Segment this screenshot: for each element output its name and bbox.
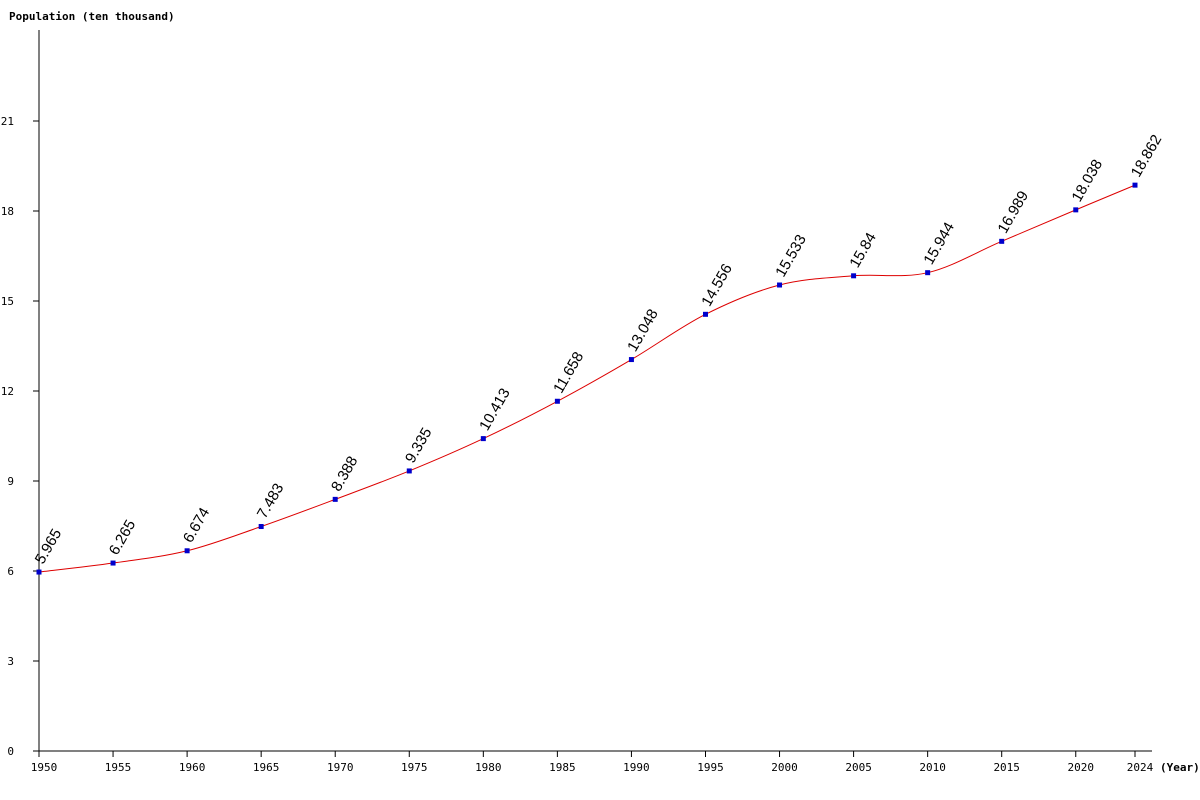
data-point-marker (258, 524, 264, 530)
data-point-marker (702, 311, 708, 317)
data-label: 18.038 (1068, 157, 1106, 205)
data-point-marker (925, 270, 931, 276)
data-point-marker (999, 238, 1005, 244)
data-point-marker (480, 436, 486, 442)
data-point-marker (554, 398, 560, 404)
data-point-marker (628, 357, 634, 363)
data-label: 9.335 (402, 425, 435, 466)
data-label: 13.048 (624, 306, 662, 354)
x-tick-label: 1955 (105, 761, 132, 774)
y-tick-label: 18 (1, 205, 14, 218)
x-tick-label: 1970 (327, 761, 354, 774)
x-tick-label: 2005 (845, 761, 872, 774)
data-point-marker (406, 468, 412, 474)
data-label: 16.989 (994, 188, 1032, 236)
data-point-marker (36, 569, 42, 575)
y-tick-label: 6 (7, 565, 14, 578)
y-tick-label: 0 (7, 745, 14, 758)
data-label: 8.388 (328, 453, 361, 494)
x-tick-label: 1990 (623, 761, 650, 774)
data-point-marker (110, 560, 116, 566)
x-tick-label: 1960 (179, 761, 206, 774)
x-tick-label: 1995 (697, 761, 724, 774)
x-tick-label: 2024 (1127, 761, 1154, 774)
data-point-marker (1073, 207, 1079, 213)
data-point-marker (332, 496, 338, 502)
data-label: 6.674 (180, 505, 213, 546)
x-tick-label: 1965 (253, 761, 280, 774)
x-tick-label: 2020 (1068, 761, 1095, 774)
data-label: 6.265 (106, 517, 139, 558)
data-label: 7.483 (254, 480, 287, 521)
y-tick-label: 15 (1, 295, 14, 308)
data-point-marker (1132, 182, 1138, 188)
x-tick-label: 2015 (993, 761, 1020, 774)
data-label: 5.965 (32, 526, 65, 567)
population-series-line (38, 184, 1136, 573)
data-point-marker (777, 282, 783, 288)
x-tick-label: 1975 (401, 761, 428, 774)
data-label: 15.533 (772, 232, 810, 280)
y-tick-label: 21 (1, 115, 14, 128)
data-point-marker (184, 548, 190, 554)
x-tick-label: 1980 (475, 761, 502, 774)
y-axis-title: Population (ten thousand) (9, 10, 175, 23)
y-tick-label: 12 (1, 385, 14, 398)
x-tick-label: 2010 (919, 761, 946, 774)
data-label: 11.658 (550, 349, 587, 396)
y-tick-label: 3 (7, 655, 14, 668)
x-tick-label: 2000 (771, 761, 798, 774)
x-tick-label: 1985 (549, 761, 576, 774)
data-label: 18.862 (1128, 132, 1166, 180)
data-label: 15.944 (920, 219, 958, 267)
data-label: 15.84 (846, 230, 879, 271)
x-axis-title: (Year) (1160, 761, 1200, 774)
y-tick-label: 9 (7, 475, 14, 488)
x-tick-label: 1950 (31, 761, 58, 774)
data-point-marker (851, 273, 857, 279)
